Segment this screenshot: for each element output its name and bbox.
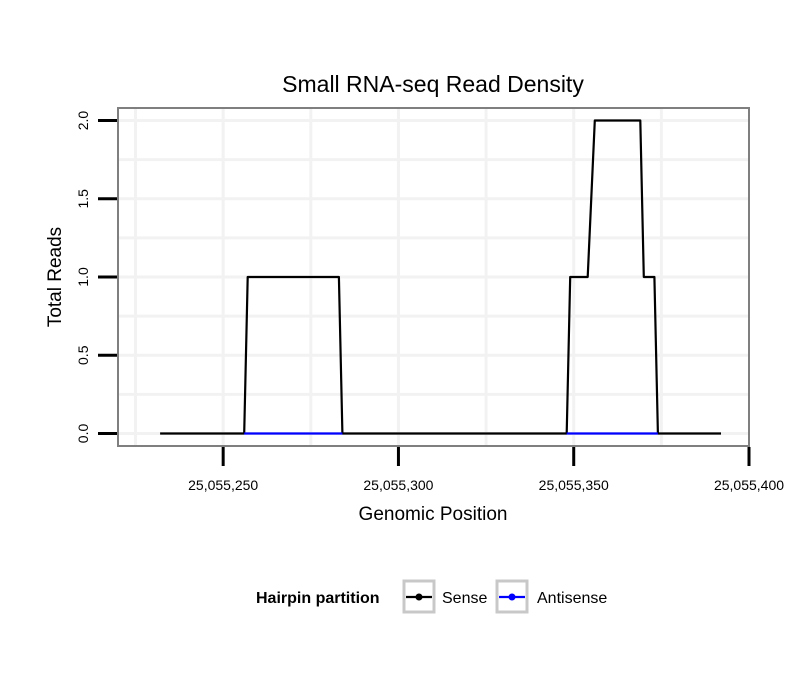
series-line-sense [160, 119, 721, 435]
y-axis-label: Total Reads [45, 227, 66, 327]
y-tick-label: 0.0 [75, 424, 91, 444]
plot-panel-border [117, 107, 750, 447]
x-tick-label: 25,055,300 [363, 477, 433, 493]
x-tick-label: 25,055,250 [188, 477, 258, 493]
legend-key-sense-point [415, 593, 423, 601]
y-tick-label: 1.0 [75, 267, 91, 287]
x-axis-label: Genomic Position [359, 504, 508, 525]
legend-label-sense: Sense [442, 590, 487, 607]
legend-label-antisense: Antisense [537, 590, 607, 607]
y-axis: 0.0 0.5 1.0 1.5 2.0 [75, 111, 117, 444]
legend: Hairpin partition Sense Antisense [256, 579, 607, 614]
legend-key-antisense-point [508, 593, 516, 601]
y-tick-label: 0.5 [75, 345, 91, 365]
y-tick-label: 2.0 [75, 111, 91, 131]
x-axis: 25,055,250 25,055,300 25,055,350 25,055,400 [188, 447, 784, 493]
legend-title: Hairpin partition [256, 590, 380, 607]
y-tick-label: 1.5 [75, 189, 91, 209]
series-layer [160, 119, 721, 435]
chart-title: Small RNA-seq Read Density [282, 71, 584, 97]
x-tick-label: 25,055,350 [539, 477, 609, 493]
x-tick-label: 25,055,400 [714, 477, 784, 493]
